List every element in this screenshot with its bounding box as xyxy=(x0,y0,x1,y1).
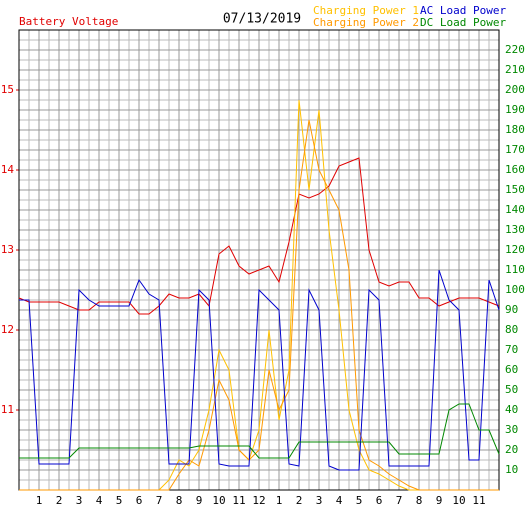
series-line xyxy=(19,119,499,491)
y2-tick-label: 70 xyxy=(505,343,518,356)
y2-tick-label: 60 xyxy=(505,363,518,376)
y2-tick-label: 40 xyxy=(505,403,518,416)
y2-tick-label: 200 xyxy=(505,83,525,96)
x-tick-label: 7 xyxy=(396,494,403,507)
x-tick-label: 1 xyxy=(36,494,43,507)
y2-tick-label: 140 xyxy=(505,203,525,216)
x-tick-label: 4 xyxy=(96,494,103,507)
y2-tick-label: 80 xyxy=(505,323,518,336)
series-line xyxy=(19,403,500,459)
chart-title: 07/13/2019 xyxy=(223,12,301,27)
plot-frame xyxy=(18,29,500,491)
series-line xyxy=(19,269,500,471)
legend-entry: DC Load Power xyxy=(420,16,506,29)
x-tick-label: 3 xyxy=(316,494,323,507)
y-axis-label: Battery Voltage xyxy=(19,15,118,28)
x-tick-label: 9 xyxy=(436,494,443,507)
y2-tick-label: 210 xyxy=(505,63,525,76)
y2-tick-label: 20 xyxy=(505,443,518,456)
x-tick-label: 8 xyxy=(416,494,423,507)
y2-tick-label: 170 xyxy=(505,143,525,156)
x-tick-label: 12 xyxy=(252,494,265,507)
y-tick-label: 11 xyxy=(1,403,14,416)
y2-tick-label: 150 xyxy=(505,183,525,196)
y2-tick-label: 220 xyxy=(505,43,525,56)
x-tick-label: 7 xyxy=(156,494,163,507)
y2-tick-label: 190 xyxy=(505,103,525,116)
x-tick-label: 10 xyxy=(212,494,225,507)
y2-tick-label: 120 xyxy=(505,243,525,256)
y2-tick-label: 50 xyxy=(505,383,518,396)
series-line xyxy=(18,157,500,315)
y-tick-label: 13 xyxy=(1,243,14,256)
x-tick-label: 2 xyxy=(296,494,303,507)
x-tick-label: 9 xyxy=(196,494,203,507)
legend-entry: Charging Power 2 xyxy=(313,16,419,29)
y-tick-label: 14 xyxy=(1,163,15,176)
x-tick-label: 5 xyxy=(356,494,363,507)
x-tick-label: 6 xyxy=(376,494,383,507)
y2-tick-label: 110 xyxy=(505,263,525,276)
x-tick-label: 1 xyxy=(276,494,283,507)
x-tick-label: 4 xyxy=(336,494,343,507)
x-tick-label: 10 xyxy=(452,494,465,507)
x-tick-label: 11 xyxy=(472,494,485,507)
y2-tick-label: 100 xyxy=(505,283,525,296)
y2-tick-label: 180 xyxy=(505,123,525,136)
x-tick-label: 2 xyxy=(56,494,63,507)
y2-tick-label: 130 xyxy=(505,223,525,236)
legend-entry: Charging Power 1 xyxy=(313,4,419,17)
x-tick-label: 11 xyxy=(232,494,245,507)
x-tick-label: 5 xyxy=(116,494,123,507)
y-tick-label: 15 xyxy=(1,83,14,96)
y2-tick-label: 10 xyxy=(505,463,518,476)
y-tick-label: 12 xyxy=(1,323,14,336)
y2-tick-label: 30 xyxy=(505,423,518,436)
x-tick-label: 3 xyxy=(76,494,83,507)
legend-entry: AC Load Power xyxy=(420,4,506,17)
x-tick-label: 8 xyxy=(176,494,183,507)
y2-tick-label: 160 xyxy=(505,163,525,176)
y2-tick-label: 90 xyxy=(505,303,518,316)
x-tick-label: 6 xyxy=(136,494,143,507)
